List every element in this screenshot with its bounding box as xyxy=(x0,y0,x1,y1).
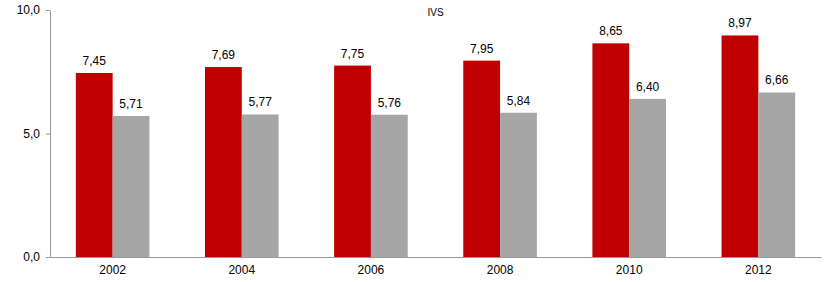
data-labels: 7,45 7,69 7,75 7,95 8,65 8,97 5,71 5,77 5,76 5,84… xyxy=(83,16,789,111)
tick: 2002 xyxy=(99,257,126,277)
tick-label: 2008 xyxy=(487,263,514,277)
tick: 2006 xyxy=(358,257,385,277)
data-label: 7,69 xyxy=(212,48,236,62)
tick-label: 2012 xyxy=(745,263,772,277)
bar xyxy=(592,43,629,257)
data-label: 7,45 xyxy=(83,54,107,68)
data-label: 7,75 xyxy=(341,47,365,61)
bar xyxy=(758,92,795,257)
tick-mark xyxy=(46,257,50,258)
tick-label: 10,0 xyxy=(17,3,41,17)
data-label: 8,65 xyxy=(599,24,623,38)
bar xyxy=(371,115,408,257)
chart: 0,05,010,02002200420062008201020127,457,… xyxy=(0,0,833,282)
data-label: 7,95 xyxy=(470,42,494,56)
tick-label: 2006 xyxy=(358,263,385,277)
bar xyxy=(113,116,150,257)
data-label: 5,76 xyxy=(378,96,402,110)
bar xyxy=(205,67,242,257)
bar xyxy=(629,99,666,257)
data-label: 6,40 xyxy=(636,80,660,94)
axis-line xyxy=(51,257,822,258)
tick: 10,0 xyxy=(17,3,50,17)
x-axis: 2002 2004 2006 2008 2010 2012 xyxy=(51,257,822,277)
tick: 2008 xyxy=(487,257,514,277)
bar xyxy=(722,35,759,257)
tick-mark xyxy=(46,134,50,135)
tick: 2010 xyxy=(616,257,643,277)
bar xyxy=(242,114,279,257)
tick-label: 2002 xyxy=(99,263,126,277)
data-label: 5,77 xyxy=(249,95,273,109)
data-label: 8,97 xyxy=(728,16,752,30)
data-label: 5,84 xyxy=(507,94,531,108)
bar xyxy=(500,113,537,257)
bar xyxy=(334,66,371,257)
tick-label: 2010 xyxy=(616,263,643,277)
y-axis: 0,0 5,0 10,0 xyxy=(17,3,51,264)
plot: 0,05,010,02002200420062008201020127,457,… xyxy=(17,3,822,276)
tick: 5,0 xyxy=(23,127,50,141)
tick: 2004 xyxy=(228,257,255,277)
bar xyxy=(463,61,500,257)
tick: 0,0 xyxy=(23,250,50,264)
data-label: 5,71 xyxy=(119,97,143,111)
axis-line xyxy=(50,11,51,258)
bar xyxy=(76,73,113,257)
title: IVS xyxy=(427,7,443,18)
tick-mark xyxy=(46,10,50,11)
tick: 2012 xyxy=(745,257,772,277)
tick-label: 5,0 xyxy=(23,127,40,141)
bars xyxy=(76,35,795,257)
tick-label: 2004 xyxy=(228,263,255,277)
tick-label: 0,0 xyxy=(23,250,40,264)
data-label: 6,66 xyxy=(765,73,789,87)
